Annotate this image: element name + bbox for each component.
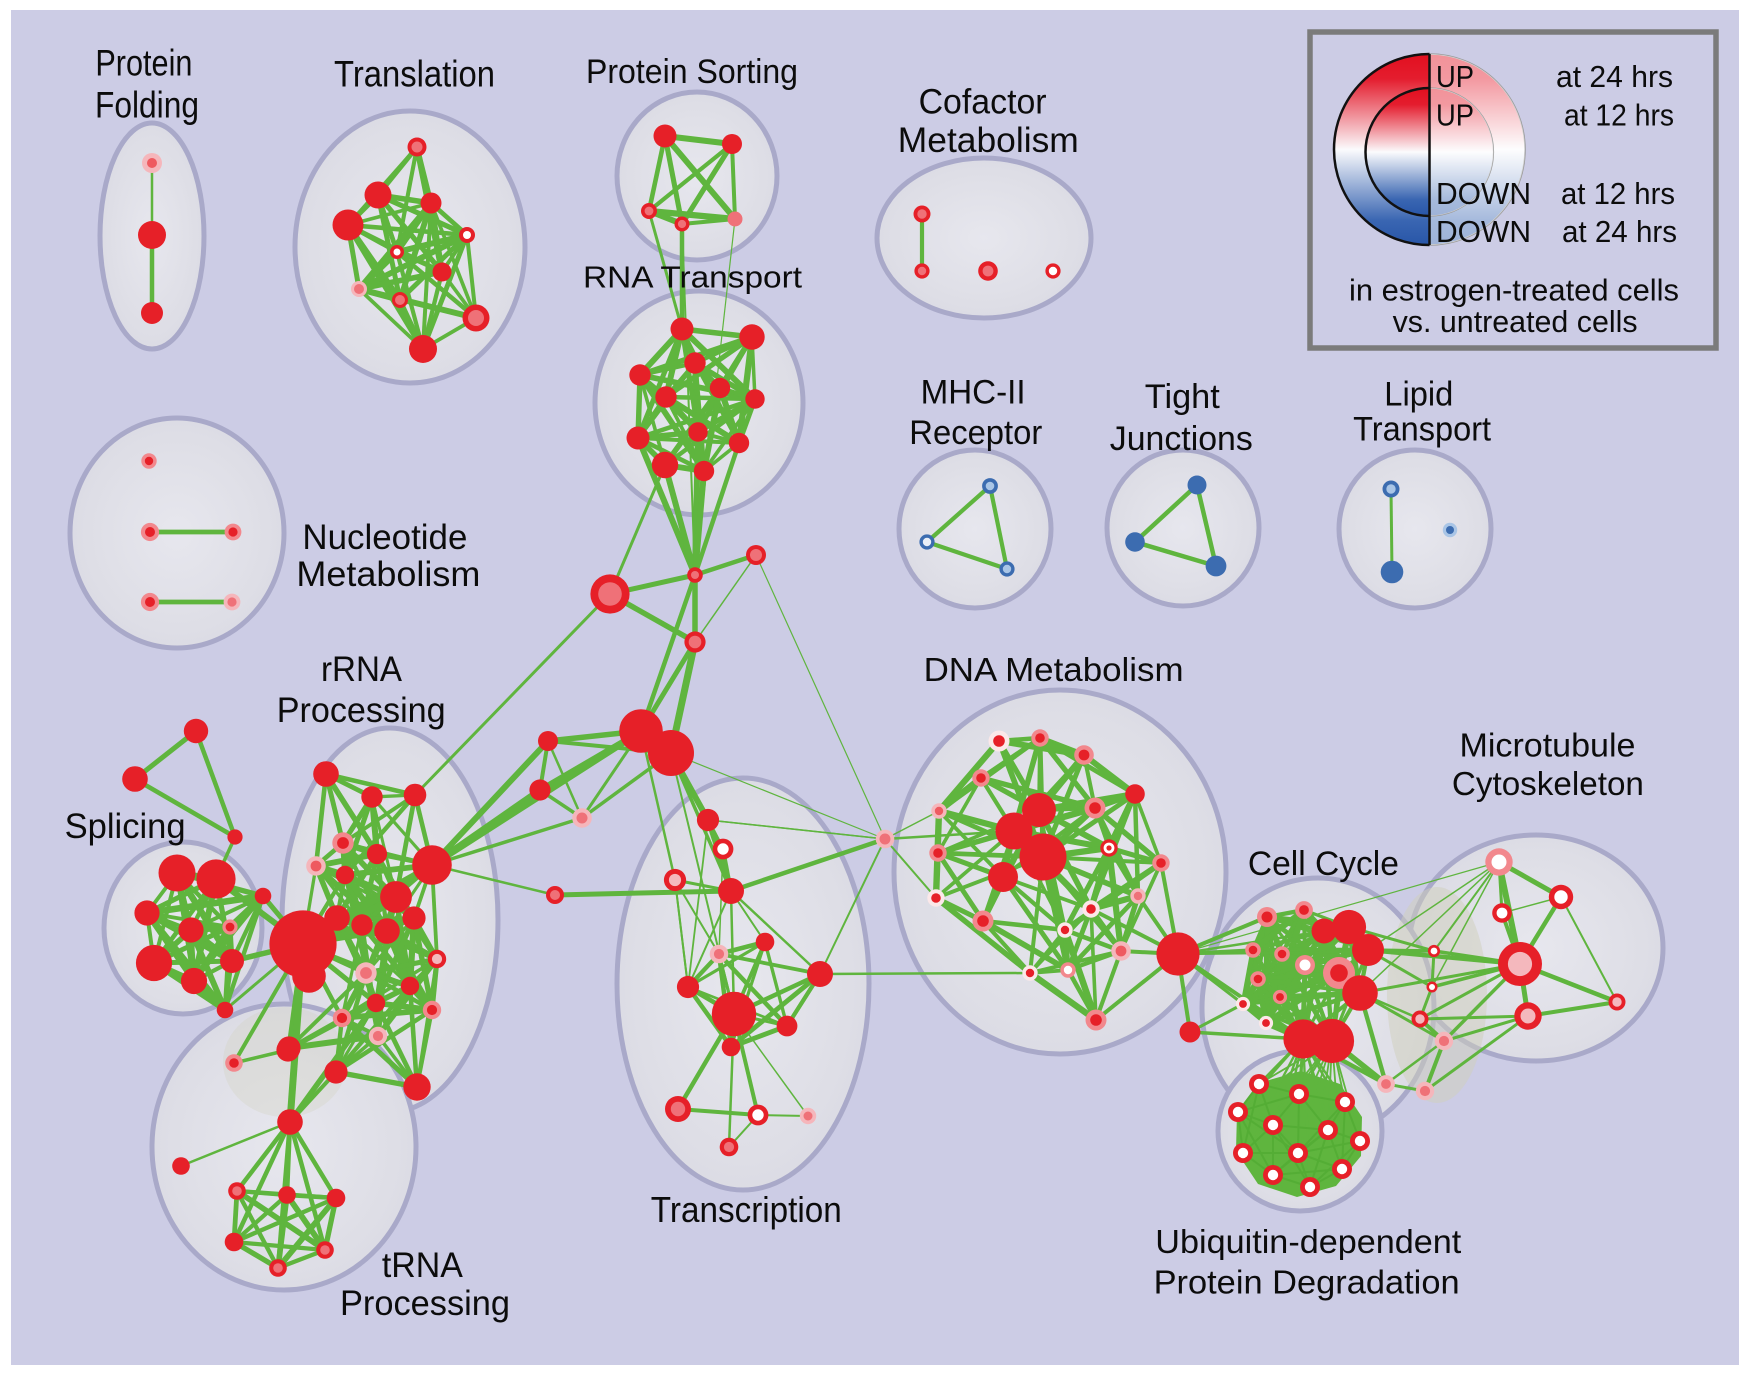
svg-text:at 12 hrs: at 12 hrs — [1561, 176, 1675, 211]
svg-text:Tight: Tight — [1145, 378, 1221, 416]
svg-text:Ubiquitin-dependent: Ubiquitin-dependent — [1155, 1223, 1461, 1260]
svg-text:DOWN: DOWN — [1436, 214, 1531, 249]
svg-text:DOWN: DOWN — [1436, 176, 1531, 211]
svg-text:Splicing: Splicing — [65, 807, 186, 846]
svg-text:Transport: Transport — [1353, 410, 1492, 448]
svg-text:rRNA: rRNA — [321, 650, 403, 689]
svg-text:Cofactor: Cofactor — [919, 83, 1047, 122]
svg-text:Folding: Folding — [95, 85, 199, 126]
svg-text:vs. untreated cells: vs. untreated cells — [1393, 304, 1638, 339]
svg-text:RNA Transport: RNA Transport — [583, 260, 802, 295]
svg-text:Metabolism: Metabolism — [898, 121, 1079, 160]
svg-text:at 24 hrs: at 24 hrs — [1562, 214, 1677, 249]
svg-text:Processing: Processing — [277, 691, 446, 730]
svg-text:DNA Metabolism: DNA Metabolism — [924, 651, 1184, 688]
svg-text:Cytoskeleton: Cytoskeleton — [1452, 765, 1644, 802]
svg-text:Receptor: Receptor — [909, 414, 1042, 452]
svg-text:Protein Sorting: Protein Sorting — [586, 53, 798, 91]
svg-text:Lipid: Lipid — [1384, 375, 1453, 413]
svg-text:Transcription: Transcription — [651, 1189, 842, 1230]
svg-text:Metabolism: Metabolism — [296, 555, 480, 594]
svg-text:Processing: Processing — [340, 1284, 510, 1323]
svg-text:Protein Degradation: Protein Degradation — [1154, 1264, 1460, 1301]
svg-text:at 12 hrs: at 12 hrs — [1564, 97, 1674, 132]
svg-text:Translation: Translation — [334, 54, 495, 95]
svg-text:UP: UP — [1436, 59, 1474, 94]
svg-text:MHC-II: MHC-II — [921, 374, 1026, 412]
svg-text:Nucleotide: Nucleotide — [302, 518, 467, 557]
svg-text:Protein: Protein — [95, 43, 192, 84]
svg-text:at 24 hrs: at 24 hrs — [1556, 59, 1673, 94]
svg-text:tRNA: tRNA — [382, 1246, 464, 1285]
svg-text:Cell Cycle: Cell Cycle — [1248, 845, 1399, 883]
svg-text:Junctions: Junctions — [1110, 420, 1253, 458]
svg-text:in estrogen-treated cells: in estrogen-treated cells — [1349, 272, 1679, 307]
svg-text:UP: UP — [1436, 97, 1474, 132]
svg-text:Microtubule: Microtubule — [1460, 727, 1636, 764]
